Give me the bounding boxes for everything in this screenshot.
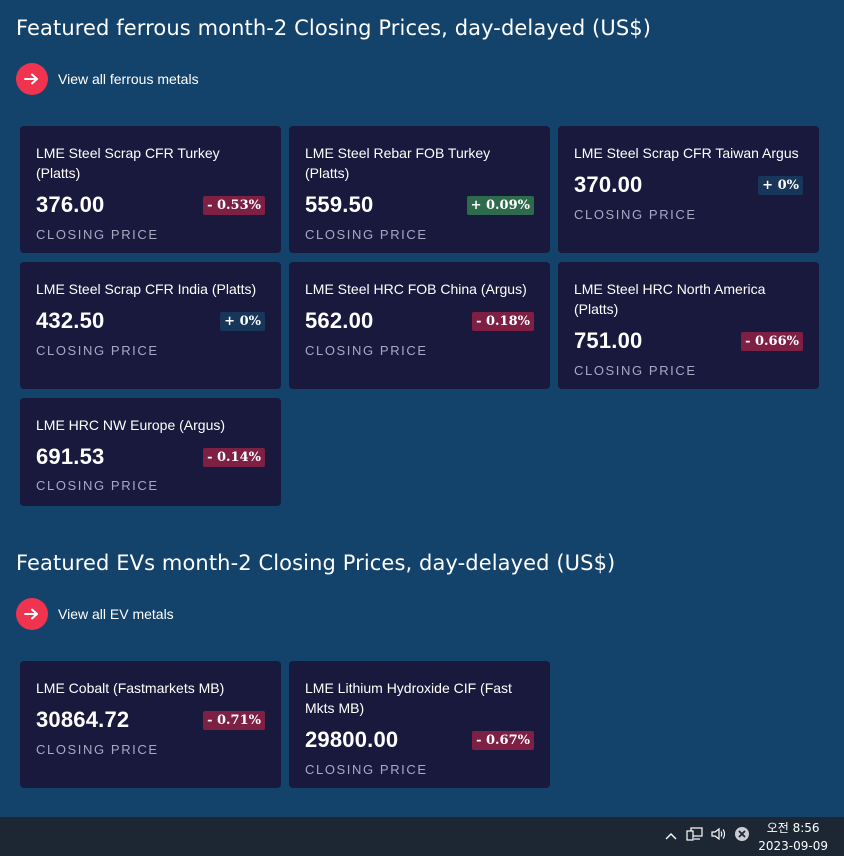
taskbar: 오전 8:56 2023-09-09: [0, 817, 844, 856]
closing-price-label: CLOSING PRICE: [36, 343, 159, 358]
card-name: LME Steel Scrap CFR Taiwan Argus: [574, 145, 799, 161]
price-card-steel-scrap-turkey[interactable]: LME Steel Scrap CFR Turkey (Platts) 376.…: [20, 126, 281, 253]
card-name: LME Steel HRC FOB China (Argus): [305, 281, 527, 297]
change-badge: - 0.18%: [472, 311, 534, 331]
clock[interactable]: 오전 8:56 2023-09-09: [758, 819, 828, 855]
ferrous-cards-grid: LME Steel Scrap CFR Turkey (Platts) 376.…: [20, 126, 820, 506]
card-name: LME HRC NW Europe (Argus): [36, 417, 226, 433]
ferrous-section-title: Featured ferrous month-2 Closing Prices,…: [16, 16, 651, 40]
closing-price-label: CLOSING PRICE: [36, 227, 159, 242]
closing-price-label: CLOSING PRICE: [36, 742, 159, 757]
arrow-right-icon: [16, 63, 48, 95]
chevron-up-icon[interactable]: [664, 828, 682, 846]
view-all-ferrous-link[interactable]: View all ferrous metals: [16, 63, 199, 95]
card-name: LME Steel HRC North America (Platts): [574, 281, 766, 317]
view-all-ev-link[interactable]: View all EV metals: [16, 598, 174, 630]
closing-price-label: CLOSING PRICE: [305, 343, 428, 358]
closing-price-label: CLOSING PRICE: [574, 207, 697, 222]
arrow-right-icon: [16, 598, 48, 630]
closing-price-value: 559.50: [305, 192, 374, 217]
view-all-ferrous-label: View all ferrous metals: [58, 71, 199, 87]
change-badge: - 0.66%: [741, 331, 803, 351]
ev-cards-grid: LME Cobalt (Fastmarkets MB) 30864.72 - 0…: [20, 661, 820, 788]
closing-price-value: 432.50: [36, 308, 105, 333]
close-circle-icon[interactable]: [734, 826, 756, 847]
clock-time: 오전 8:56: [766, 821, 820, 835]
closing-price-label: CLOSING PRICE: [305, 227, 428, 242]
price-card-cobalt[interactable]: LME Cobalt (Fastmarkets MB) 30864.72 - 0…: [20, 661, 281, 788]
card-name: LME Steel Rebar FOB Turkey (Platts): [305, 145, 491, 181]
volume-icon[interactable]: [710, 826, 732, 847]
price-card-steel-scrap-taiwan[interactable]: LME Steel Scrap CFR Taiwan Argus 370.00 …: [558, 126, 819, 253]
closing-price-value: 370.00: [574, 172, 643, 197]
closing-price-value: 29800.00: [305, 727, 399, 752]
clock-date: 2023-09-09: [758, 839, 828, 853]
closing-price-value: 562.00: [305, 308, 374, 333]
price-card-steel-hrc-china[interactable]: LME Steel HRC FOB China (Argus) 562.00 -…: [289, 262, 550, 389]
price-card-steel-rebar-turkey[interactable]: LME Steel Rebar FOB Turkey (Platts) 559.…: [289, 126, 550, 253]
price-card-steel-hrc-north-america[interactable]: LME Steel HRC North America (Platts) 751…: [558, 262, 819, 389]
card-name: LME Lithium Hydroxide CIF (Fast Mkts MB): [305, 680, 512, 716]
closing-price-value: 691.53: [36, 444, 105, 469]
change-badge: - 0.71%: [203, 710, 265, 730]
card-name: LME Steel Scrap CFR India (Platts): [36, 281, 257, 297]
closing-price-value: 30864.72: [36, 707, 130, 732]
closing-price-value: 751.00: [574, 328, 643, 353]
closing-price-label: CLOSING PRICE: [574, 363, 697, 378]
card-name: LME Steel Scrap CFR Turkey (Platts): [36, 145, 220, 181]
change-badge: + 0%: [220, 311, 265, 331]
closing-price-value: 376.00: [36, 192, 105, 217]
change-badge: - 0.67%: [472, 730, 534, 750]
change-badge: + 0%: [758, 175, 803, 195]
change-badge: - 0.14%: [203, 447, 265, 467]
network-icon[interactable]: [686, 826, 708, 847]
closing-price-label: CLOSING PRICE: [305, 762, 428, 777]
closing-price-label: CLOSING PRICE: [36, 478, 159, 493]
price-card-steel-scrap-india[interactable]: LME Steel Scrap CFR India (Platts) 432.5…: [20, 262, 281, 389]
price-card-lithium-hydroxide[interactable]: LME Lithium Hydroxide CIF (Fast Mkts MB)…: [289, 661, 550, 788]
change-badge: + 0.09%: [466, 195, 534, 215]
evs-section-title: Featured EVs month-2 Closing Prices, day…: [16, 551, 616, 575]
price-card-hrc-nw-europe[interactable]: LME HRC NW Europe (Argus) 691.53 - 0.14%…: [20, 398, 281, 506]
card-name: LME Cobalt (Fastmarkets MB): [36, 680, 225, 696]
system-tray: [664, 817, 756, 856]
change-badge: - 0.53%: [203, 195, 265, 215]
view-all-ev-label: View all EV metals: [58, 606, 174, 622]
